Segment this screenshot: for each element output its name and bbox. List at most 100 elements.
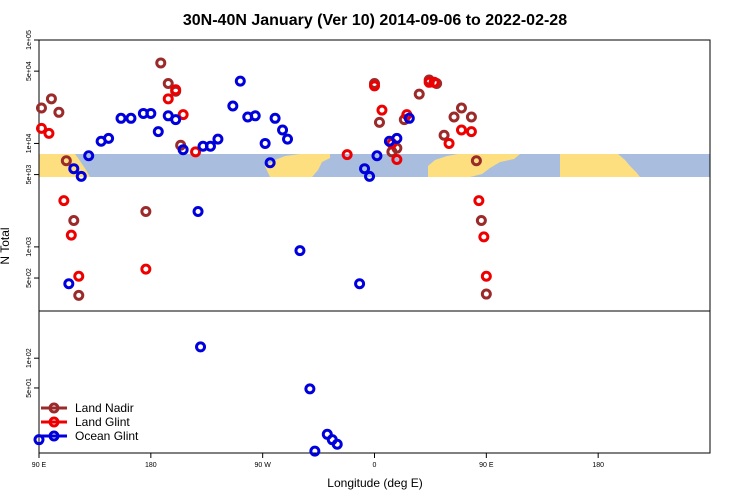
land-mass (440, 162, 452, 176)
x-axis-ticks: 90 E 180 90 W 0 90 E 180 (32, 453, 604, 469)
point-ocean-glint (354, 278, 366, 290)
point-land-glint (341, 149, 353, 161)
x-tick-label: 0 (373, 462, 377, 469)
point-land-glint (455, 124, 467, 136)
point-land-glint (58, 195, 70, 207)
y-tick-label: 1e+04 (26, 134, 33, 154)
lower-plot-frame (38, 310, 711, 454)
y-tick-label: 1e+05 (26, 30, 33, 50)
point-land-nadir (45, 93, 57, 105)
x-tick-label: 90 E (479, 462, 494, 469)
x-tick-label: 180 (145, 462, 157, 469)
point-land-glint (369, 80, 380, 92)
point-land-glint (423, 76, 435, 88)
point-ocean-glint (83, 150, 95, 162)
point-ocean-glint (125, 112, 137, 124)
point-land-glint (480, 270, 492, 282)
point-land-glint (73, 270, 85, 282)
y-tick-label: 1e+02 (26, 348, 33, 368)
point-land-glint (473, 195, 485, 207)
point-ocean-glint (75, 170, 87, 182)
point-land-nadir (162, 77, 174, 89)
point-ocean-glint (282, 133, 294, 145)
point-ocean-glint (33, 434, 45, 446)
y-tick-label: 5e+04 (26, 61, 33, 81)
point-ocean-glint (304, 383, 316, 395)
legend-item-land-nadir: Land Nadir (41, 401, 134, 415)
point-ocean-glint (269, 112, 281, 124)
y-tick-label: 5e+01 (26, 378, 33, 398)
point-ocean-glint (68, 163, 80, 175)
y-tick-label: 5e+02 (26, 268, 33, 288)
legend-label-land-nadir: Land Nadir (75, 401, 134, 415)
point-ocean-glint (63, 278, 75, 290)
point-land-nadir (470, 155, 482, 167)
point-ocean-glint (391, 132, 403, 144)
y-tick-label: 1e+03 (26, 237, 33, 257)
point-ocean-glint (103, 132, 115, 144)
data-points (33, 57, 492, 457)
point-ocean-glint (212, 133, 224, 145)
legend-label-land-glint: Land Glint (75, 415, 130, 429)
point-ocean-glint (234, 75, 246, 87)
point-land-nadir (140, 205, 152, 217)
point-land-glint (35, 122, 47, 134)
point-ocean-glint (177, 144, 189, 156)
legend: Land Nadir Land Glint Ocean Glint (41, 401, 139, 443)
point-land-glint (43, 127, 55, 139)
x-tick-label: 180 (592, 462, 604, 469)
point-ocean-glint (152, 126, 164, 138)
point-land-glint (140, 263, 152, 275)
point-land-glint (391, 153, 403, 165)
point-ocean-glint (264, 157, 276, 169)
point-land-nadir (68, 214, 80, 226)
point-ocean-glint (259, 137, 271, 149)
point-land-nadir (455, 102, 467, 114)
legend-marker-ocean-glint (48, 430, 60, 442)
point-land-glint (478, 231, 490, 243)
chart-title: 30N-40N January (Ver 10) 2014-09-06 to 2… (183, 12, 567, 29)
point-land-nadir (480, 288, 492, 300)
point-ocean-glint (227, 100, 239, 112)
point-ocean-glint (403, 112, 415, 124)
point-land-glint (162, 93, 174, 105)
point-ocean-glint (371, 150, 383, 162)
point-land-glint (465, 126, 477, 138)
legend-label-ocean-glint: Ocean Glint (75, 429, 139, 443)
point-land-nadir (155, 57, 167, 69)
point-land-nadir (373, 116, 385, 128)
point-ocean-glint (294, 245, 306, 257)
legend-marker-land-nadir (48, 402, 60, 414)
point-ocean-glint (249, 110, 261, 122)
legend-item-land-glint: Land Glint (41, 415, 130, 429)
point-land-glint (170, 84, 182, 96)
legend-item-ocean-glint: Ocean Glint (41, 429, 139, 443)
point-ocean-glint (195, 341, 207, 353)
point-ocean-glint (192, 205, 204, 217)
point-ocean-glint (115, 112, 127, 124)
y-tick-label: 5e+03 (26, 165, 33, 185)
point-ocean-glint (359, 163, 371, 175)
point-land-nadir (448, 111, 460, 123)
y-axis-ticks: 5e+02 1e+03 5e+03 1e+04 5e+04 1e+05 5e+01 1e+02 (26, 30, 39, 398)
point-land-glint (177, 109, 189, 121)
point-ocean-glint (277, 124, 289, 136)
map-ocean (39, 154, 710, 177)
point-land-nadir (73, 289, 85, 301)
land-mass (265, 154, 330, 177)
legend-marker-land-glint (48, 416, 60, 428)
x-tick-label: 90 W (254, 462, 271, 469)
point-land-glint (428, 76, 440, 88)
point-land-nadir (475, 214, 487, 226)
point-land-glint (376, 104, 388, 116)
point-land-nadir (53, 106, 65, 118)
point-land-nadir (465, 111, 477, 123)
point-ocean-glint (170, 114, 182, 126)
point-land-nadir (413, 88, 425, 100)
point-land-nadir (35, 102, 47, 114)
point-land-nadir (60, 155, 72, 167)
point-land-glint (190, 146, 202, 158)
point-land-glint (65, 229, 77, 241)
point-land-nadir (438, 129, 450, 141)
